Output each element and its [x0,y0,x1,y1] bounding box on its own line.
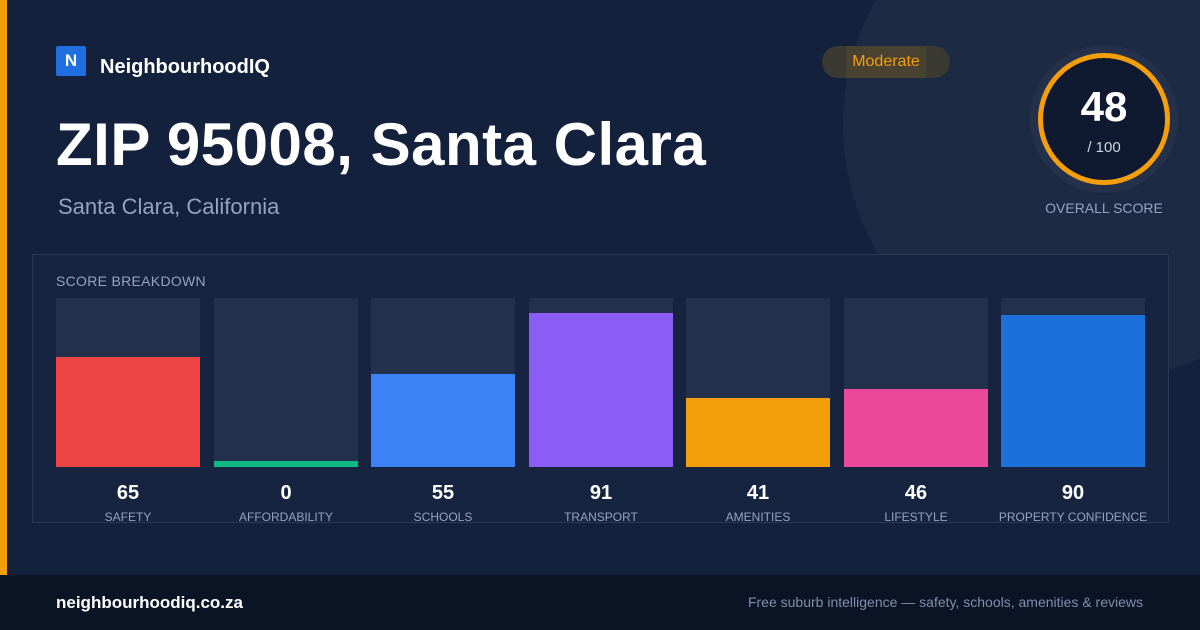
score-bar-value: 46 [904,482,928,504]
overall-score-max: / 100 [1087,139,1121,156]
score-bar-fill [686,398,830,467]
score-bar-fill [844,389,988,467]
score-bar-value: 65 [116,482,140,504]
score-bar-track [214,298,358,467]
score-bar-track [1001,298,1145,467]
score-bar-fill [56,357,200,467]
score-bar-label: LIFESTYLE [884,510,948,524]
score-bar-track [56,298,200,467]
footer-tagline: Free suburb intelligence — safety, schoo… [747,594,1143,610]
score-bar-value: 90 [1061,482,1085,504]
score-bar-value: 55 [431,482,455,504]
footer-url-link[interactable]: neighbourhoodiq.co.za [56,593,243,612]
card-canvas: N NeighbourhoodIQ Moderate ZIP 95008, Sa… [0,0,1178,575]
score-bar-fill [1001,315,1145,467]
score-bar-value: 91 [589,482,613,504]
brand-logo-icon: N [56,46,86,76]
score-breakdown-panel: SCORE BREAKDOWN 65 SAFETY 0 AFFORDABILITY 55… [32,254,1169,524]
score-bar-label: AFFORDABILITY [238,510,333,524]
score-bar-fill [529,313,673,467]
accent-bar [0,0,7,575]
score-bar-value: 41 [746,482,770,504]
page-title: ZIP 95008, Santa Clara [56,111,707,178]
score-bar-track [529,298,673,467]
score-bar-label: SCHOOLS [413,510,473,524]
overall-score-label: OVERALL SCORE [1045,200,1163,216]
brand-name: NeighbourhoodIQ [100,55,270,78]
score-bar-label: TRANSPORT [564,510,638,524]
overall-score-gauge [1038,53,1170,185]
rating-badge-label: Moderate [852,53,920,70]
brand[interactable]: N NeighbourhoodIQ [56,46,270,78]
score-bar-label: PROPERTY CONFIDENCE [998,510,1148,524]
rating-badge: Moderate [822,46,950,78]
score-bar-label: AMENITIES [725,510,791,524]
score-bar-track [686,298,830,467]
score-bar-label: SAFETY [104,510,152,524]
score-bar-fill [214,461,358,467]
score-bar-value: 0 [280,482,292,504]
score-breakdown-title: SCORE BREAKDOWN [56,273,206,289]
score-bar-track [371,298,515,467]
score-bar-track [844,298,988,467]
overall-score-value: 48 [1080,83,1128,130]
score-bar-fill [371,374,515,467]
overall-score-ring: 48 / 100 [1030,45,1178,193]
page-subtitle: Santa Clara, California [58,194,280,219]
footer: neighbourhoodiq.co.za Free suburb intell… [0,575,1200,630]
